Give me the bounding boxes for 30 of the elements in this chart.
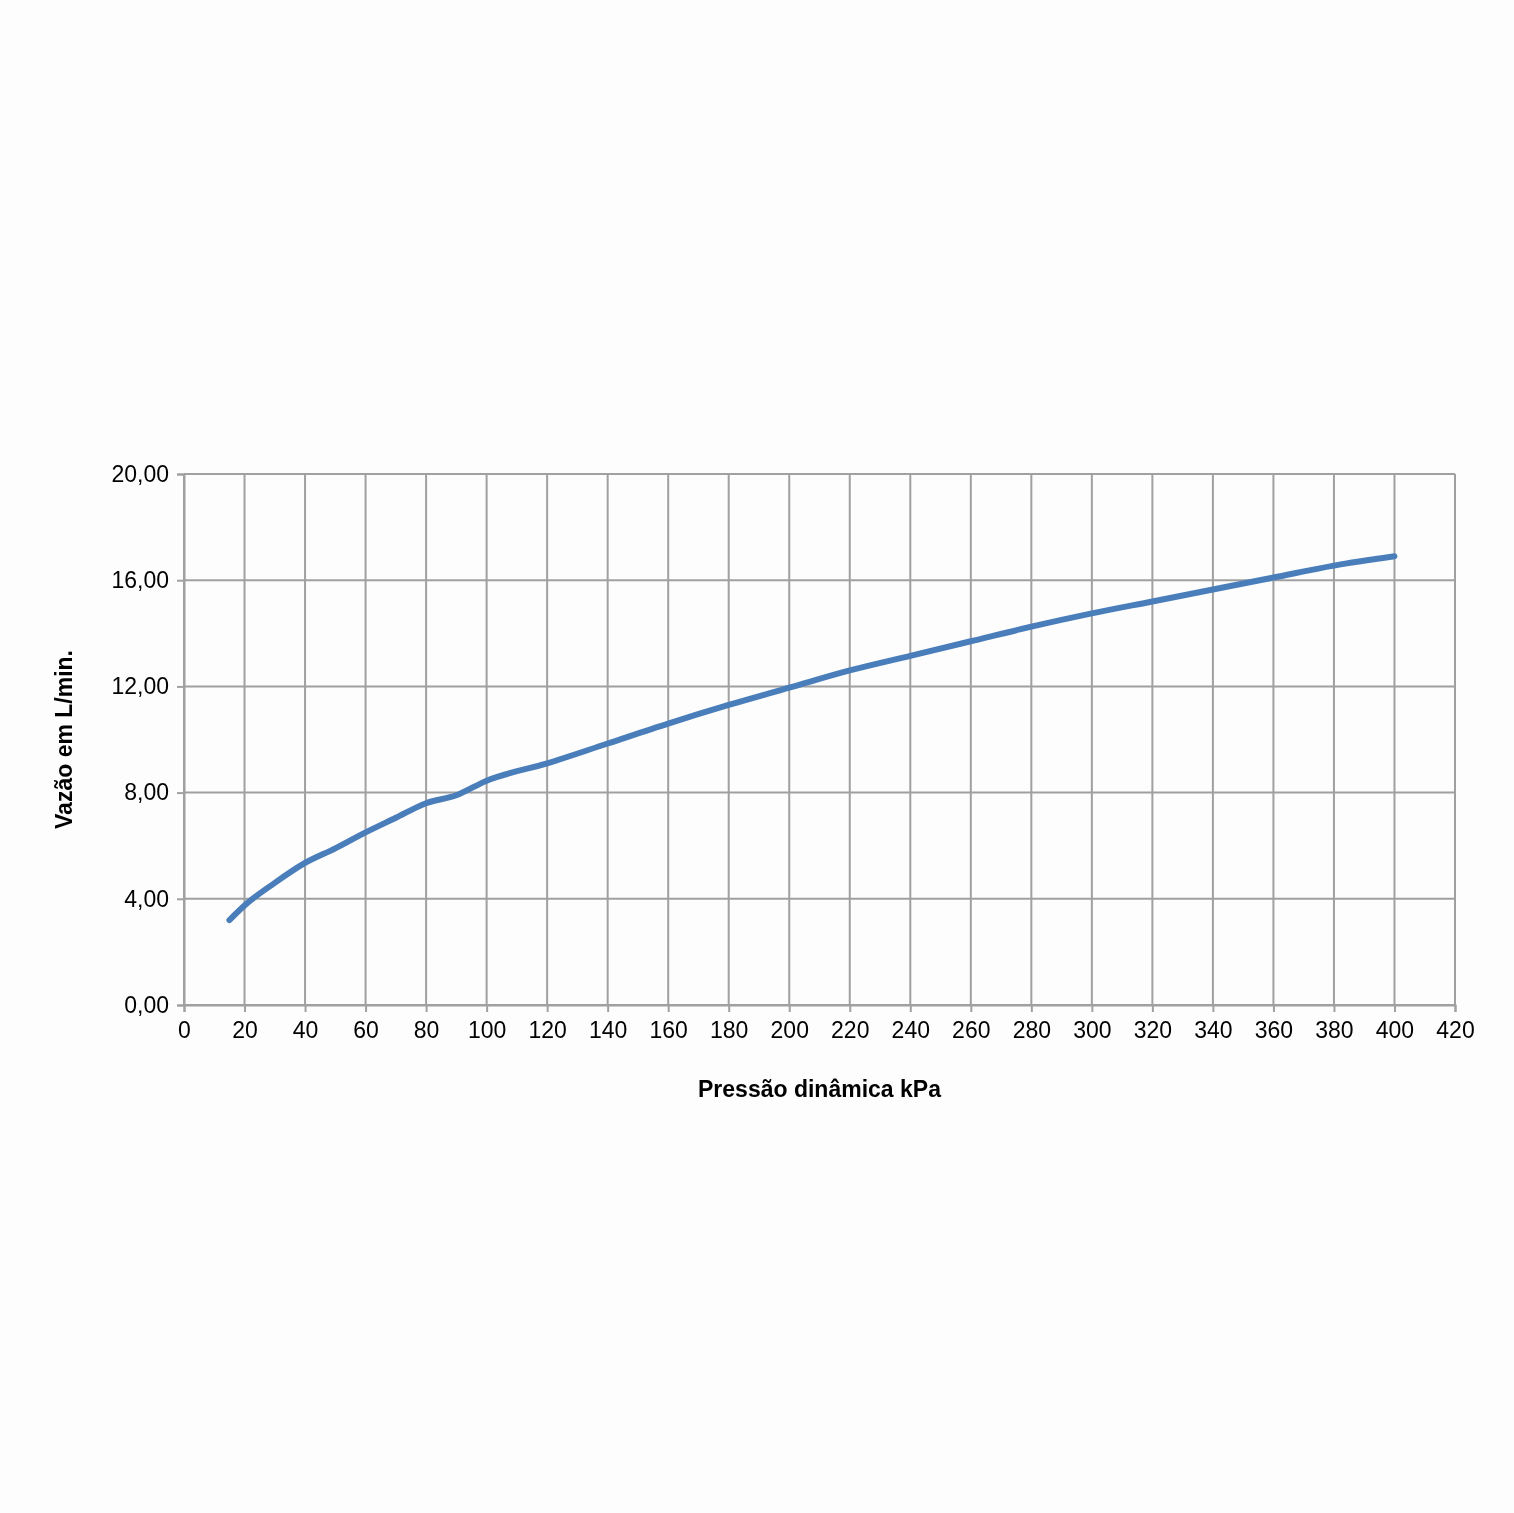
- x-tick-label: 340: [1194, 1017, 1233, 1044]
- y-tick-label: 20,00: [111, 460, 169, 487]
- x-tick-label: 100: [467, 1017, 507, 1044]
- x-tick-label: 300: [1073, 1017, 1112, 1044]
- x-tick-label: 280: [1012, 1017, 1052, 1044]
- x-tick-label: 80: [413, 1017, 440, 1044]
- x-tick-label: 360: [1254, 1017, 1294, 1044]
- x-tick-label: 0: [178, 1017, 191, 1044]
- x-tick-label: 40: [292, 1017, 319, 1044]
- y-axis-title: Vazão em L/min.: [51, 650, 77, 829]
- x-tick-label: 20: [232, 1017, 258, 1044]
- x-tick-label: 380: [1315, 1017, 1354, 1044]
- x-tick-label: 180: [710, 1017, 749, 1044]
- x-tick-label: 240: [891, 1017, 930, 1044]
- x-tick-label: 420: [1436, 1017, 1475, 1044]
- x-axis-title: Pressão dinâmica kPa: [698, 1076, 942, 1102]
- x-tick-label: 220: [831, 1017, 870, 1044]
- y-tick-label: 12,00: [111, 673, 169, 700]
- x-tick-label: 60: [353, 1017, 379, 1044]
- x-tick-label: 260: [952, 1017, 991, 1044]
- y-tick-label: 8,00: [124, 779, 169, 806]
- x-tick-label: 160: [649, 1017, 688, 1044]
- x-tick-label: 320: [1133, 1017, 1173, 1044]
- x-tick-label: 120: [528, 1017, 567, 1044]
- x-tick-label: 400: [1375, 1017, 1415, 1044]
- y-tick-label: 16,00: [111, 567, 169, 594]
- x-tick-label: 140: [588, 1017, 628, 1044]
- y-tick-label: 0,00: [124, 991, 169, 1018]
- x-tick-label: 200: [770, 1017, 809, 1044]
- y-tick-label: 4,00: [124, 885, 169, 912]
